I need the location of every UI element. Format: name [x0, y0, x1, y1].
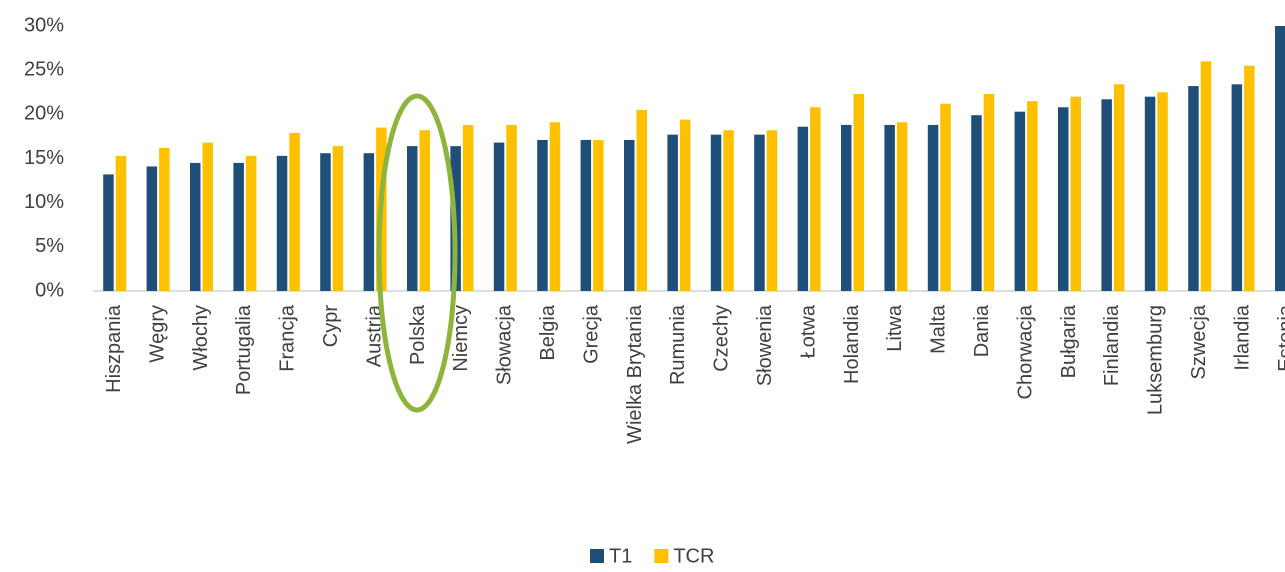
x-tick-label: Irlandia [1231, 304, 1253, 370]
bar [940, 103, 951, 291]
x-tick-label: Włochy [190, 305, 212, 371]
bar [1058, 107, 1069, 292]
x-tick-label: Holandia [841, 304, 863, 384]
x-tick-label: Portugalia [233, 304, 255, 395]
x-tick-label: Luksemburg [1145, 305, 1167, 415]
bar [810, 107, 821, 292]
bar [841, 124, 852, 291]
x-tick-label: Hiszpania [103, 304, 125, 393]
x-tick-label: Cypr [320, 305, 342, 348]
bar [493, 142, 505, 291]
bar [636, 109, 647, 292]
bar [766, 130, 778, 291]
bar [1157, 92, 1168, 291]
y-tick-label: 5% [35, 235, 64, 257]
bar [1101, 99, 1112, 291]
bar [580, 139, 592, 291]
plot: 0% 5% 10% 15% 20% 25% 30% Hiszpania Węgry Włochy P… [24, 14, 1285, 567]
x-tick-label: Łotwa [797, 304, 819, 358]
bar [289, 132, 300, 291]
y-tick-label: 10% [24, 191, 64, 213]
bar [884, 124, 895, 291]
y-tick-label: 25% [24, 58, 64, 80]
x-tick-label: Węgry [146, 305, 168, 363]
bar [549, 122, 561, 292]
x-tick-label: Austria [363, 304, 385, 367]
bar [115, 155, 127, 291]
bar [103, 174, 114, 291]
bar [202, 142, 213, 291]
bar [462, 124, 474, 291]
bar [1200, 61, 1212, 292]
bar [146, 166, 158, 291]
bar [710, 134, 722, 291]
x-tick-label: Malta [928, 304, 950, 354]
x-tick-label: Estonia [1275, 304, 1285, 372]
bar [1014, 111, 1026, 291]
legend-swatch [590, 549, 604, 563]
x-tick-label: Szwecja [1188, 304, 1210, 379]
bar [896, 122, 908, 292]
bar [1027, 101, 1038, 291]
x-tick-label: Grecja [580, 304, 602, 364]
bar [927, 124, 939, 291]
bar [679, 119, 691, 291]
x-tick-label: Wielka Brytania [624, 304, 646, 444]
bar [233, 162, 244, 291]
x-tick-label: Słowenia [754, 304, 776, 386]
bar [363, 153, 375, 291]
bar [853, 94, 864, 292]
bar [1070, 96, 1081, 292]
x-tick-label: Dania [971, 304, 993, 357]
legend-swatch [654, 549, 669, 563]
bar [723, 130, 734, 291]
bar [1113, 84, 1125, 291]
bar [190, 162, 201, 291]
x-tick-label: Słowacja [494, 304, 516, 385]
bar [624, 139, 635, 291]
bar [332, 146, 344, 291]
highlight-ellipse [376, 93, 458, 413]
legend-label: TCR [673, 545, 714, 567]
x-tick-label: Rumunia [667, 304, 689, 385]
bar [971, 115, 982, 291]
y-tick-label: 15% [24, 147, 64, 169]
bar [1275, 26, 1285, 291]
x-tick-label: Bułgaria [1058, 304, 1080, 378]
y-tick-label: 30% [24, 14, 64, 36]
bar [537, 139, 548, 291]
bar [419, 130, 430, 291]
x-tick-label: Belgia [537, 304, 559, 360]
bar [1231, 84, 1243, 291]
y-tick-label: 20% [24, 103, 64, 125]
x-tick-label: Litwa [884, 304, 906, 352]
bar [276, 155, 288, 291]
bar [797, 126, 809, 291]
bar [754, 134, 765, 291]
bar [159, 147, 170, 291]
x-tick-label: Chorwacja [1014, 304, 1036, 399]
bar [1244, 65, 1255, 291]
bar [983, 94, 995, 292]
y-tick-label: 0% [35, 279, 64, 301]
x-tick-label: Francja [277, 304, 299, 372]
bar [320, 153, 331, 291]
legend-label: T1 [609, 545, 632, 567]
bar [1144, 96, 1156, 292]
bar [593, 139, 604, 291]
x-tick-label: Finlandia [1101, 304, 1123, 386]
bar [1188, 86, 1199, 291]
x-tick-label: Polska [407, 304, 429, 365]
bar [506, 124, 517, 291]
bar [407, 146, 418, 291]
bar [245, 155, 257, 291]
x-tick-label: Niemcy [450, 305, 472, 372]
bar [667, 134, 678, 291]
x-tick-label: Czechy [711, 305, 733, 372]
